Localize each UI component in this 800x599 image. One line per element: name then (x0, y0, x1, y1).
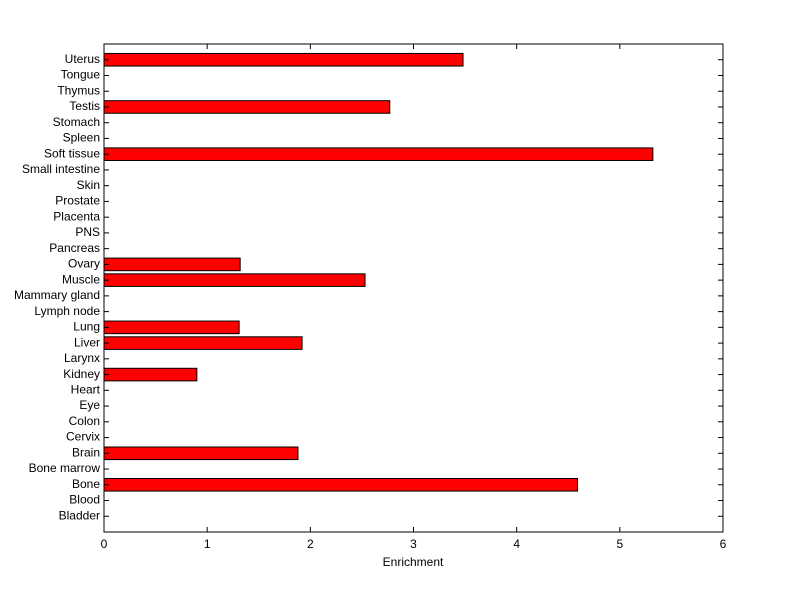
bar (103, 100, 391, 114)
bar (103, 367, 198, 382)
bar (103, 446, 299, 461)
y-tick-label: Lung (73, 320, 100, 334)
y-tick-label: Bone marrow (29, 461, 101, 475)
plot-frame (103, 43, 724, 533)
y-tick-label: Ovary (68, 257, 100, 271)
bar (103, 257, 241, 272)
y-tick-label: Thymus (57, 83, 100, 97)
y-tick-label: Colon (69, 414, 100, 428)
y-tick-label: Placenta (53, 209, 100, 223)
bar (103, 273, 366, 287)
x-tick-label: 0 (101, 537, 108, 551)
y-tick-label: Kidney (63, 367, 100, 381)
bar (103, 320, 240, 335)
y-tick-label: Small intestine (22, 162, 100, 176)
y-tick-label: Muscle (62, 272, 100, 286)
y-tick-label: Larynx (64, 351, 100, 365)
bar (103, 147, 654, 161)
x-axis-label: Enrichment (383, 555, 444, 569)
y-tick-label: Mammary gland (14, 288, 100, 302)
y-tick-label: Pancreas (49, 241, 100, 255)
y-tick-label: Bladder (59, 508, 100, 522)
y-tick-label: Spleen (63, 131, 100, 145)
y-tick-label: Skin (77, 178, 100, 192)
y-tick-label: Prostate (55, 194, 100, 208)
x-tick-label: 3 (410, 537, 417, 551)
x-tick-label: 4 (513, 537, 520, 551)
y-tick-label: Soft tissue (44, 146, 100, 160)
x-tick-label: 5 (616, 537, 623, 551)
bar (103, 477, 579, 492)
y-tick-label: Eye (79, 398, 100, 412)
y-tick-label: Liver (74, 335, 100, 349)
y-tick-label: Cervix (66, 430, 100, 444)
y-tick-label: Testis (69, 99, 100, 113)
y-tick-label: Brain (72, 445, 100, 459)
bar (103, 52, 464, 67)
y-tick-label: Tongue (61, 68, 101, 82)
x-tick-label: 6 (720, 537, 727, 551)
y-tick-label: Lymph node (34, 304, 100, 318)
bar (103, 336, 303, 350)
y-tick-label: Bone (72, 477, 100, 491)
y-tick-label: Blood (69, 493, 100, 507)
x-tick-label: 1 (204, 537, 211, 551)
y-tick-label: Stomach (53, 115, 100, 129)
y-tick-label: PNS (75, 225, 100, 239)
x-tick-label: 2 (307, 537, 314, 551)
y-tick-label: Uterus (65, 52, 100, 66)
y-tick-label: Heart (71, 382, 101, 396)
